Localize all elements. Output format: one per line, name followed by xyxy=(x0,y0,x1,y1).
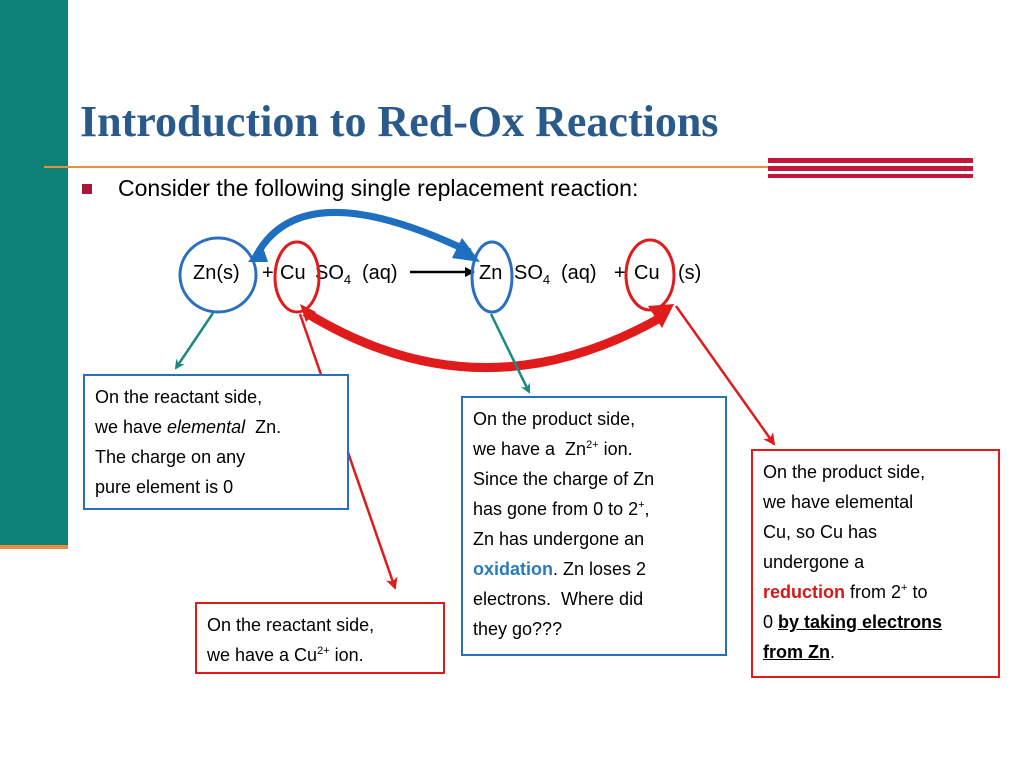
pointer-to-box2 xyxy=(489,313,531,394)
circle-zn-product xyxy=(470,240,514,314)
box2-line: Zn has undergone an xyxy=(473,529,645,549)
note-box-reactant-cu: On the reactant side, we have a Cu2+ ion… xyxy=(195,602,445,674)
box4-line: On the product side, xyxy=(763,462,926,482)
eq-cu-reactant: Cu xyxy=(280,262,306,284)
pointer-to-box4 xyxy=(674,305,776,446)
box4-line: we have elemental xyxy=(763,492,914,512)
box2-line: On the product side, xyxy=(473,409,636,429)
decor-bar-3 xyxy=(768,174,973,178)
box4-line: 0 by taking electrons xyxy=(763,612,943,632)
bullet-text: Consider the following single replacemen… xyxy=(118,175,639,201)
box2-line: electrons. Where did xyxy=(473,589,644,609)
circle-zn-reactant xyxy=(178,236,258,314)
decor-bar-1 xyxy=(768,158,973,163)
box4-line: reduction from 2+ to xyxy=(763,582,928,602)
eq-aq-reactant: (aq) xyxy=(362,262,398,284)
eq-plus-1: + xyxy=(262,262,274,284)
eq-zn-solid: Zn(s) xyxy=(193,262,240,284)
box1-line: The charge on any xyxy=(95,447,246,467)
box2-line: has gone from 0 to 2+, xyxy=(473,499,650,519)
eq-zn-product: Zn xyxy=(479,262,503,284)
blue-arrowhead-icon xyxy=(452,238,480,262)
circle-cu-product xyxy=(624,238,676,312)
note-box-reactant-zn: On the reactant side, we have elemental … xyxy=(83,374,349,510)
box1-line: pure element is 0 xyxy=(95,477,234,497)
box2-line: they go??? xyxy=(473,619,563,639)
box4-line: undergone a xyxy=(763,552,865,572)
box2-line: we have a Zn2+ ion. xyxy=(473,439,633,459)
box1-line: On the reactant side, xyxy=(95,387,263,407)
eq-so4-product: SO4 xyxy=(514,262,551,287)
electron-transfer-arrow-blue xyxy=(251,208,472,260)
red-arrowhead-icon xyxy=(648,304,674,328)
bullet-square-icon xyxy=(82,184,92,194)
eq-cu-product: Cu xyxy=(634,262,660,284)
box4-line: from Zn. xyxy=(763,642,836,662)
sidebar-band xyxy=(0,0,68,545)
circle-cu-reactant xyxy=(273,240,321,314)
pointer-to-box1 xyxy=(174,312,215,370)
eq-so4-reactant: SO4 xyxy=(315,262,352,287)
box4-line: Cu, so Cu has xyxy=(763,522,878,542)
eq-solid-product: (s) xyxy=(678,262,702,284)
box2-line: Since the charge of Zn xyxy=(473,469,655,489)
box2-line: oxidation. Zn loses 2 xyxy=(473,559,647,579)
eq-aq-product: (aq) xyxy=(561,262,597,284)
eq-plus-2: + xyxy=(614,262,626,284)
box1-line: we have elemental Zn. xyxy=(95,417,282,437)
decor-bar-2 xyxy=(768,166,973,171)
box3-line: we have a Cu2+ ion. xyxy=(207,645,364,665)
electron-transfer-arrow-red xyxy=(302,308,663,372)
title-rule xyxy=(44,166,770,168)
note-box-product-zn: On the product side, we have a Zn2+ ion.… xyxy=(461,396,727,656)
sidebar-accent-line xyxy=(0,545,68,549)
box3-line: On the reactant side, xyxy=(207,615,375,635)
slide-title: Introduction to Red-Ox Reactions xyxy=(80,97,719,146)
note-box-product-cu: On the product side, we have elemental C… xyxy=(751,449,1000,678)
